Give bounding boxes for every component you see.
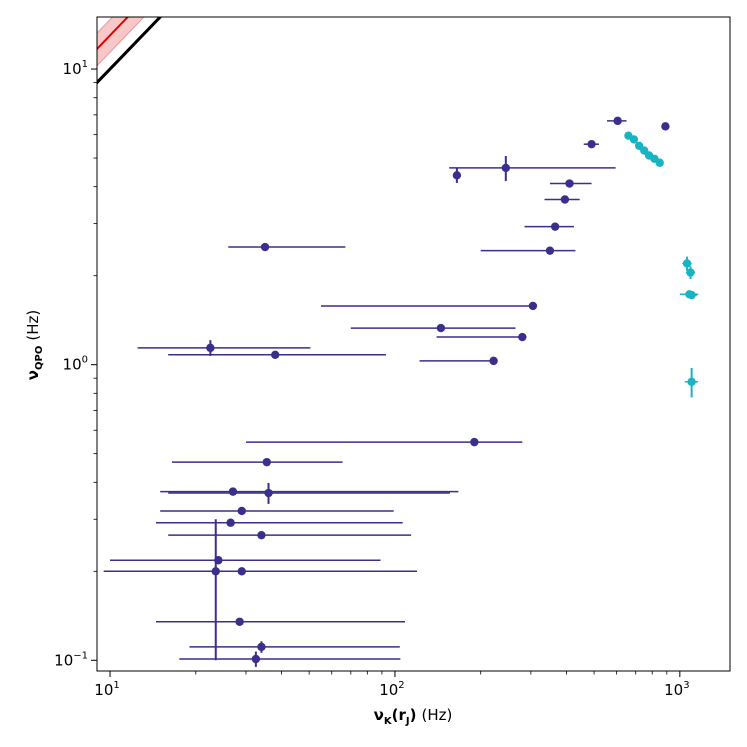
group-a-point-15 <box>489 356 498 366</box>
group-b-point-8 <box>686 268 695 277</box>
group-b-point-11 <box>687 377 696 387</box>
group-a-point-4 <box>452 171 462 180</box>
group-a-point-7 <box>550 222 560 231</box>
group-a-point-26 <box>235 617 244 626</box>
group-a-point-10 <box>528 301 538 311</box>
y-label-sub: QPO <box>34 346 45 370</box>
x-label-args: (r <box>392 706 407 724</box>
x-label-argsub: J <box>405 716 410 727</box>
y-label-unit: (Hz) <box>24 310 42 341</box>
x-tick-label-1: 102 <box>379 680 404 699</box>
group-a-point-3 <box>501 163 511 173</box>
group-b-point-10 <box>687 290 696 300</box>
group-a-point-19 <box>264 488 273 498</box>
group-a-point-22 <box>257 530 266 540</box>
y-tick-label-1: 100 <box>63 355 88 374</box>
group-a-point-27 <box>257 642 266 652</box>
group-b-point-6 <box>655 158 664 167</box>
group-a-point-20 <box>237 506 246 516</box>
group-a-point-12 <box>518 332 527 342</box>
group-a-point-8 <box>260 242 270 252</box>
x-label-unit: (Hz) <box>421 706 452 724</box>
plot-frame <box>96 16 731 672</box>
group-b-point-7 <box>682 259 692 268</box>
group-a-point-25 <box>237 567 246 576</box>
group-a-point-17 <box>262 457 271 467</box>
error-bars-layer <box>103 120 699 667</box>
group-a-point-1 <box>661 122 670 131</box>
group-a-point-11 <box>436 323 446 333</box>
x-axis-label: νK(rJ) (Hz) <box>374 706 453 727</box>
group-a-point-24 <box>211 567 220 576</box>
group-a-point-13 <box>206 343 215 353</box>
group-a-point-2 <box>587 139 596 149</box>
group-a-point-21 <box>226 518 235 527</box>
y-tick-label-2: 101 <box>63 59 88 78</box>
group-a-point-28 <box>251 654 261 664</box>
x-tick-label-0: 101 <box>94 680 119 699</box>
group-a-point-14 <box>271 350 280 359</box>
group-a-point-6 <box>560 195 570 204</box>
group-a-point-18 <box>228 487 238 496</box>
fit-confidence-band <box>97 17 145 67</box>
one-to-one-line <box>97 17 163 85</box>
group-b-point-1 <box>629 135 639 144</box>
axis-ticks: 101 102 103 10−1 100 101 <box>54 59 689 699</box>
x-tick-label-2: 103 <box>664 680 689 699</box>
group-a-point-9 <box>545 246 555 255</box>
group-a-point-23 <box>214 556 223 565</box>
group-a-point-0 <box>613 116 622 126</box>
group-a-point-5 <box>565 179 574 188</box>
group-a-point-16 <box>470 437 479 447</box>
y-label-symbol: ν <box>24 370 42 380</box>
reference-lines-layer <box>97 17 163 85</box>
x-label-close: ) <box>410 706 417 724</box>
y-axis-label: νQPO (Hz) <box>24 310 45 380</box>
x-label-symbol: ν <box>374 706 384 724</box>
data-points-layer <box>206 116 696 664</box>
fit-band-layer <box>97 17 145 67</box>
x-label-sub: K <box>384 716 393 727</box>
y-tick-label-0: 10−1 <box>54 650 88 669</box>
